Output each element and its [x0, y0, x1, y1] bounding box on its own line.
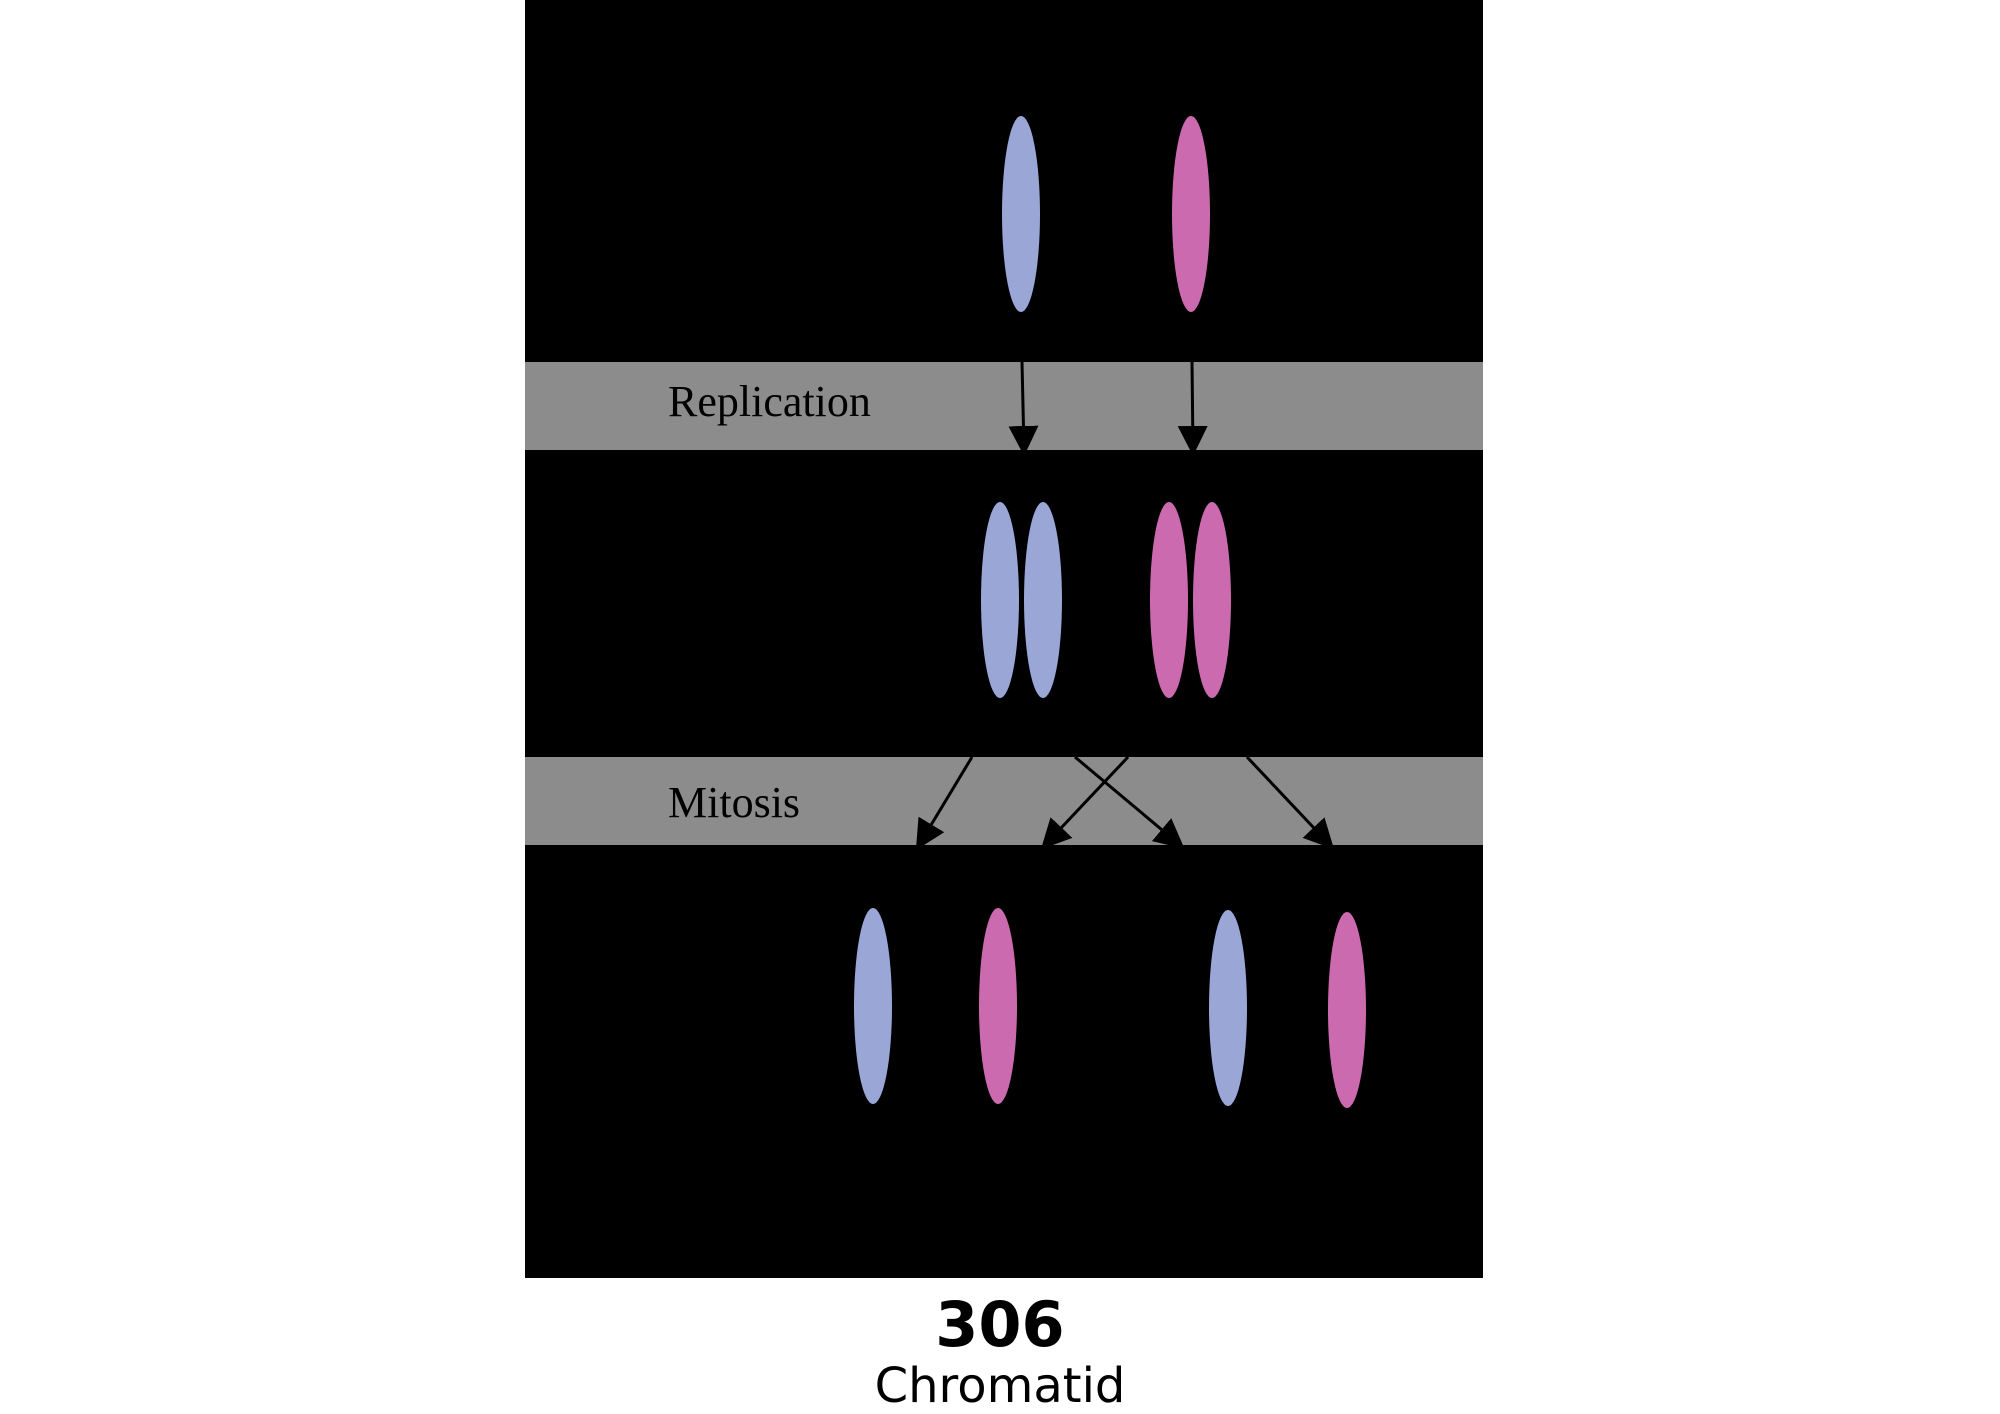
mitosis-label: Mitosis	[668, 778, 800, 827]
daughter-chromatid-pink-1	[979, 908, 1017, 1104]
replication-arrow-blue	[1008, 361, 1039, 456]
mitosis-arrow-1	[915, 756, 974, 851]
replication-band	[525, 362, 1483, 450]
daughter-chromatid-blue-1	[854, 908, 892, 1104]
daughter-chromatid-pink-2	[1328, 912, 1366, 1108]
sister-chromatid-blue-2	[1024, 502, 1062, 698]
chromosome-pink	[1172, 116, 1210, 312]
replication-arrow-pink	[1177, 361, 1208, 456]
mitosis-arrow-2	[1074, 755, 1185, 849]
sister-chromatid-pink-2	[1193, 502, 1231, 698]
daughter-chromatid-blue-2	[1209, 910, 1247, 1106]
caption-term: Chromatid	[874, 1358, 1126, 1414]
sister-chromatid-pink-1	[1150, 502, 1188, 698]
replication-label: Replication	[668, 377, 871, 426]
mitosis-arrow-4	[1245, 755, 1335, 850]
chromatid-diagram: Replication Mitosis	[525, 0, 1483, 1278]
mitosis-arrow-3	[1040, 755, 1130, 850]
diagram-canvas: Replication Mitosis	[525, 0, 1483, 1278]
caption-number: 306	[935, 1288, 1065, 1361]
chromosome-blue	[1002, 116, 1040, 312]
sister-chromatid-blue-1	[981, 502, 1019, 698]
